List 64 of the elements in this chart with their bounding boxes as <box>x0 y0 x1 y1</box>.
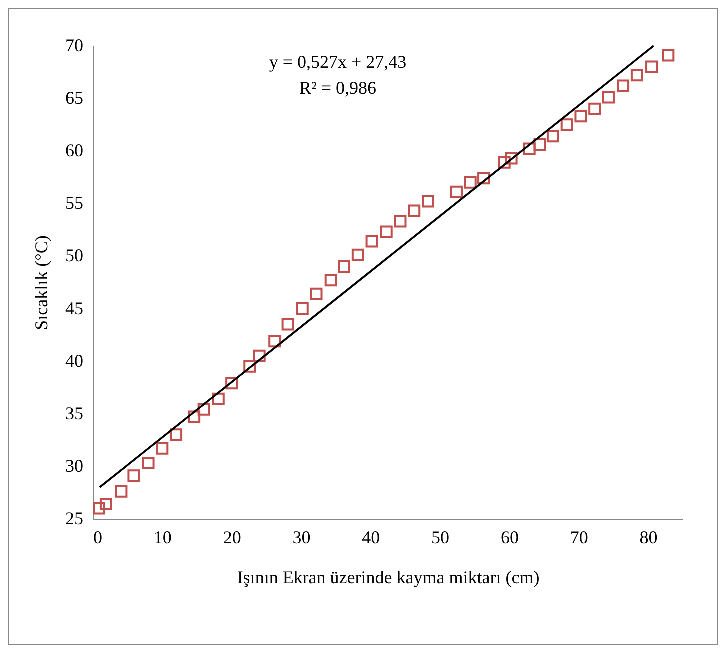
point <box>498 156 511 169</box>
x-tick-label: 0 <box>94 528 102 548</box>
x-tick-label: 80 <box>640 528 658 548</box>
annotation: y = 0,527x + 27,43 <box>269 52 407 72</box>
point <box>617 80 630 92</box>
point <box>534 138 546 152</box>
x-tick-label: 40 <box>362 528 380 548</box>
point <box>630 69 644 82</box>
y-axis-title: Sıcaklık (°C) <box>32 236 52 330</box>
point <box>324 274 338 287</box>
point <box>170 428 183 442</box>
point <box>408 204 421 218</box>
point <box>338 260 351 273</box>
y-tick-label: 50 <box>66 246 84 266</box>
x-tick-label: 70 <box>570 528 588 548</box>
y-tick-label: 45 <box>66 298 84 318</box>
x-tick-label: 30 <box>292 528 311 548</box>
point <box>253 350 266 362</box>
point <box>450 186 463 198</box>
point <box>546 130 560 143</box>
point <box>128 470 140 482</box>
point <box>198 403 210 416</box>
point <box>244 360 256 373</box>
x-tick-label: 50 <box>432 528 450 548</box>
point <box>422 195 435 208</box>
point <box>646 60 658 74</box>
point <box>574 110 588 123</box>
point <box>380 226 393 238</box>
point <box>115 485 128 498</box>
point <box>602 91 615 104</box>
point <box>588 102 602 116</box>
x-tick-label: 60 <box>500 528 519 548</box>
x-tick-label: 10 <box>154 528 172 548</box>
point <box>394 215 407 228</box>
point <box>296 302 309 316</box>
y-tick-label: 60 <box>66 140 84 161</box>
y-tick-label: 55 <box>66 193 84 214</box>
point <box>268 335 282 348</box>
point <box>100 498 112 511</box>
point <box>505 152 518 165</box>
point <box>560 118 574 132</box>
point <box>212 392 225 406</box>
point <box>282 318 294 331</box>
point <box>478 172 490 185</box>
annotation: R² = 0,986 <box>299 78 377 98</box>
y-tick-label: 25 <box>66 508 84 528</box>
y-tick-label: 70 <box>66 36 84 56</box>
point <box>156 442 169 455</box>
point <box>352 248 364 262</box>
point <box>366 235 378 248</box>
point <box>188 410 201 424</box>
point <box>464 176 477 189</box>
y-tick-label: 30 <box>66 456 84 476</box>
point <box>662 49 675 62</box>
x-axis-title: Işının Ekran üzerinde kayma miktarı (cm) <box>237 568 540 588</box>
point <box>310 288 323 300</box>
point <box>93 502 106 515</box>
point <box>142 457 155 470</box>
y-tick-label: 35 <box>66 403 84 424</box>
point <box>523 142 536 156</box>
y-tick-label: 40 <box>66 350 84 371</box>
y-tick-label: 65 <box>66 88 84 108</box>
point <box>226 377 238 390</box>
x-tick-label: 20 <box>223 528 242 548</box>
